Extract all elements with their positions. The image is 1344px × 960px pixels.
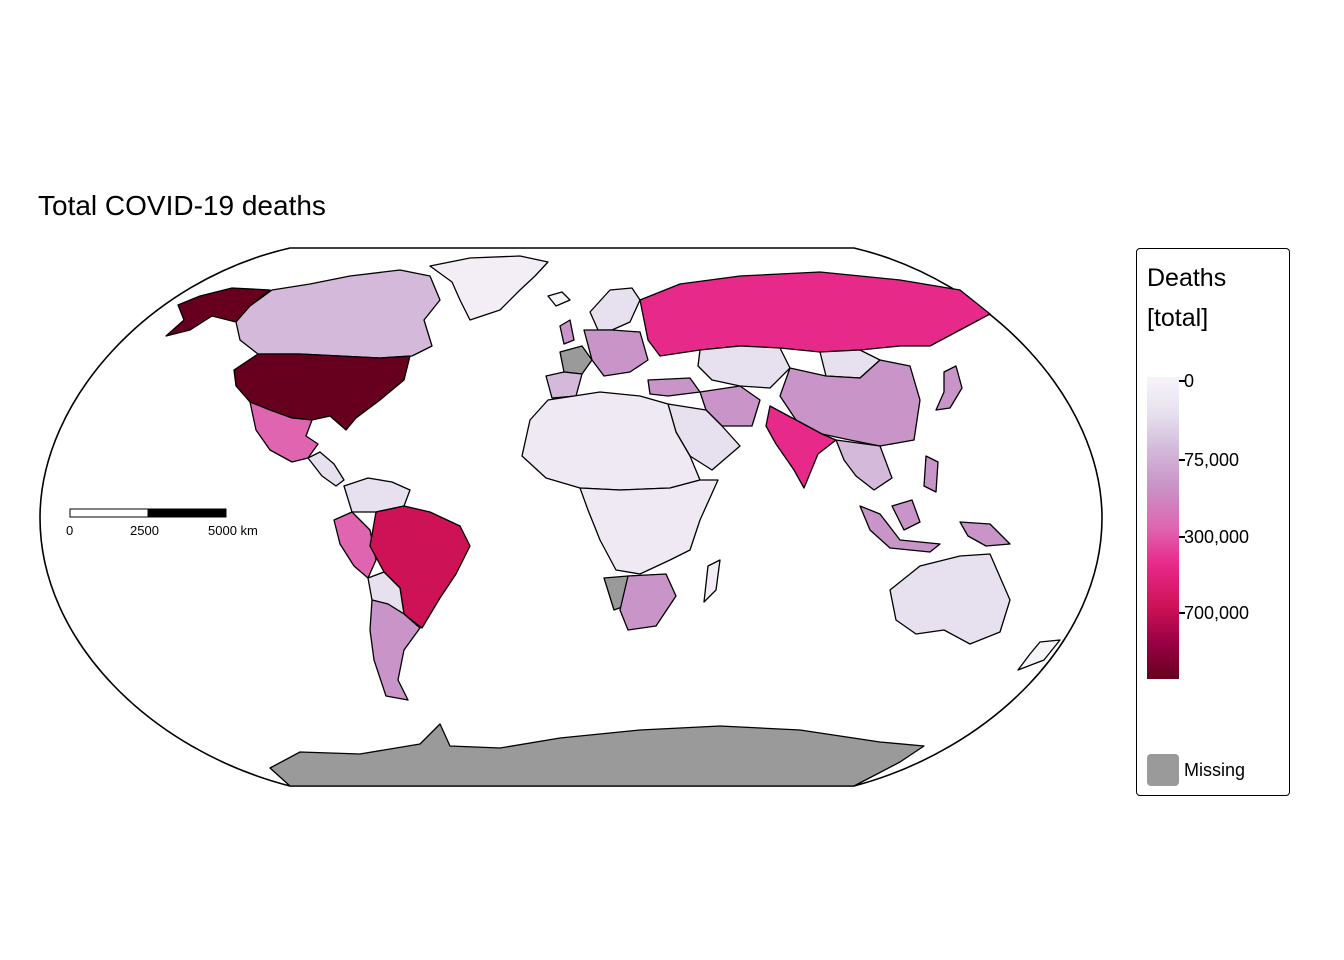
scale-bar: 0 2500 5000 km [66, 508, 258, 538]
region-peru [333, 511, 377, 579]
region-central-asia [697, 345, 791, 389]
region-uk [559, 319, 575, 345]
region-mexico [249, 401, 319, 463]
legend-tick-2 [1179, 536, 1185, 538]
region-central-europe [583, 329, 649, 377]
legend-tick-label-2: 300,000 [1184, 527, 1250, 547]
region-iceland [547, 291, 571, 307]
region-argentina [369, 599, 421, 701]
legend-missing-swatch [1147, 754, 1179, 786]
region-iberia [545, 371, 583, 399]
region-central-africa [579, 479, 719, 575]
legend-title-line2: [total] [1147, 304, 1209, 332]
region-antarctica [269, 723, 925, 787]
region-australia [889, 553, 1011, 645]
region-usa [233, 353, 411, 431]
region-russia [639, 271, 991, 357]
region-borneo [891, 499, 921, 531]
legend-color-bar [1147, 377, 1179, 679]
legend-tick-3 [1179, 612, 1185, 614]
legend: Deaths [total] 0 75,000 300,000 700,000 … [1136, 248, 1290, 796]
region-new-zealand [1017, 639, 1061, 671]
legend-title-line1: Deaths [1147, 264, 1227, 292]
legend-tick-1 [1179, 459, 1185, 461]
region-madagascar [703, 559, 721, 603]
region-colombia-venezuela [343, 477, 411, 513]
region-canada [235, 269, 441, 359]
region-indonesia [859, 505, 941, 553]
region-se-asia [835, 439, 893, 491]
legend-tick-0 [1179, 380, 1185, 382]
scale-bar-label-2: 5000 km [208, 523, 258, 538]
region-turkey [647, 377, 701, 397]
scale-bar-label-1: 2500 [130, 523, 159, 538]
region-south-africa [619, 573, 677, 631]
region-central-america [307, 451, 345, 487]
region-france [559, 345, 593, 375]
region-greenland [429, 255, 549, 321]
scale-bar-label-0: 0 [66, 523, 73, 538]
region-philippines [923, 455, 939, 493]
legend-missing-label: Missing [1184, 760, 1246, 780]
legend-tick-label-1: 75,000 [1184, 450, 1240, 470]
region-japan [935, 365, 963, 411]
legend-tick-label-0: 0 [1184, 371, 1195, 391]
region-india [765, 405, 837, 489]
legend-tick-label-3: 700,000 [1184, 603, 1250, 623]
region-new-guinea [959, 521, 1011, 547]
map-title: Total COVID-19 deaths [38, 190, 326, 221]
